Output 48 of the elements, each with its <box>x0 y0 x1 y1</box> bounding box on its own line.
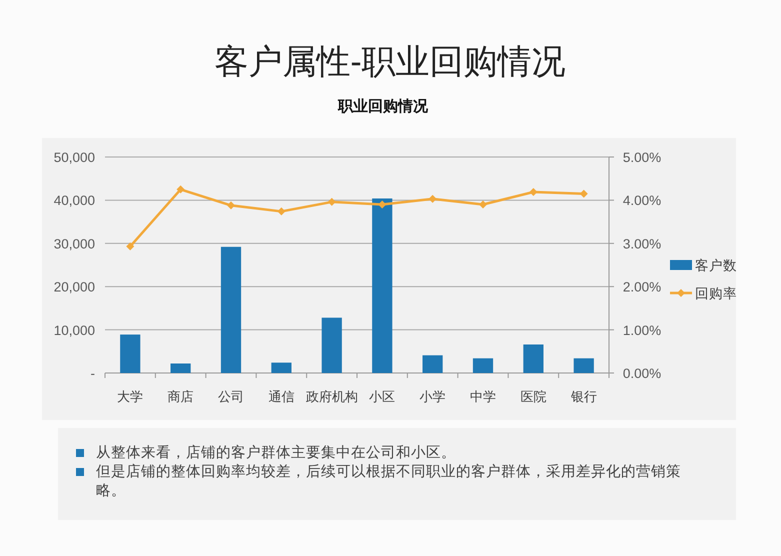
text: 从整体来看，店铺的客户群体主要集中在公司和小区。 <box>96 445 456 461</box>
y-tick-label: 30,000 <box>54 236 95 252</box>
y-tick-label: - <box>90 366 95 381</box>
point <box>428 194 437 203</box>
bar <box>422 355 443 373</box>
x-tick-label: 小学 <box>420 389 446 404</box>
x-tick-label: 政府机构 <box>306 389 358 404</box>
chart-title: 客户属性-职业回购情况 <box>214 43 566 81</box>
legend-label: 客户数 <box>695 258 737 273</box>
point <box>277 207 286 216</box>
x-tick-label: 商店 <box>168 389 194 404</box>
bar <box>372 198 392 373</box>
y-tick-label: 20,000 <box>54 280 95 295</box>
point <box>328 198 336 206</box>
y-tick-label: 50,000 <box>54 150 95 165</box>
point <box>227 201 235 210</box>
x-tick-label: 小区 <box>369 389 396 404</box>
y2-tick-label: 3.00% <box>622 236 662 252</box>
x-tick-label: 中学 <box>470 389 496 404</box>
legend-label: 回购率 <box>695 286 737 301</box>
y-tick-label: 40,000 <box>54 193 95 208</box>
x-tick-label: 银行 <box>570 389 597 404</box>
point <box>176 185 185 194</box>
text: 但是店铺的整体回购率均较差，后续可以根据不同职业的客户群体，采用差异化的营销策略。 <box>96 464 681 499</box>
bar <box>220 246 242 373</box>
y2-tick-label: 4.00% <box>622 193 662 208</box>
bar <box>322 318 342 373</box>
bar <box>574 358 594 373</box>
bar <box>120 334 140 373</box>
x-tick-label: 医院 <box>520 389 546 404</box>
point <box>378 200 386 209</box>
point <box>580 190 588 198</box>
x-tick-label: 公司 <box>218 389 244 404</box>
bar <box>523 344 544 373</box>
point <box>529 188 538 196</box>
y-tick-label: 10,000 <box>54 322 95 338</box>
bar <box>271 362 292 373</box>
y2-tick-label: 0.00% <box>622 366 662 381</box>
y2-tick-label: 1.00% <box>622 322 662 338</box>
chart-subtitle: 职业回购情况 <box>337 98 429 115</box>
y2-tick-label: 2.00% <box>622 280 662 295</box>
y2-tick-label: 5.00% <box>622 150 662 165</box>
point <box>126 242 134 250</box>
x-tick-label: 大学 <box>117 389 144 404</box>
bar <box>170 363 191 373</box>
point <box>479 200 487 209</box>
bar <box>472 358 494 373</box>
x-tick-label: 通信 <box>268 389 294 404</box>
